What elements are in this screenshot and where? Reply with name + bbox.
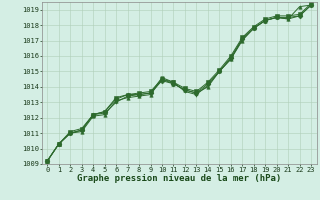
X-axis label: Graphe pression niveau de la mer (hPa): Graphe pression niveau de la mer (hPa) (77, 174, 281, 183)
